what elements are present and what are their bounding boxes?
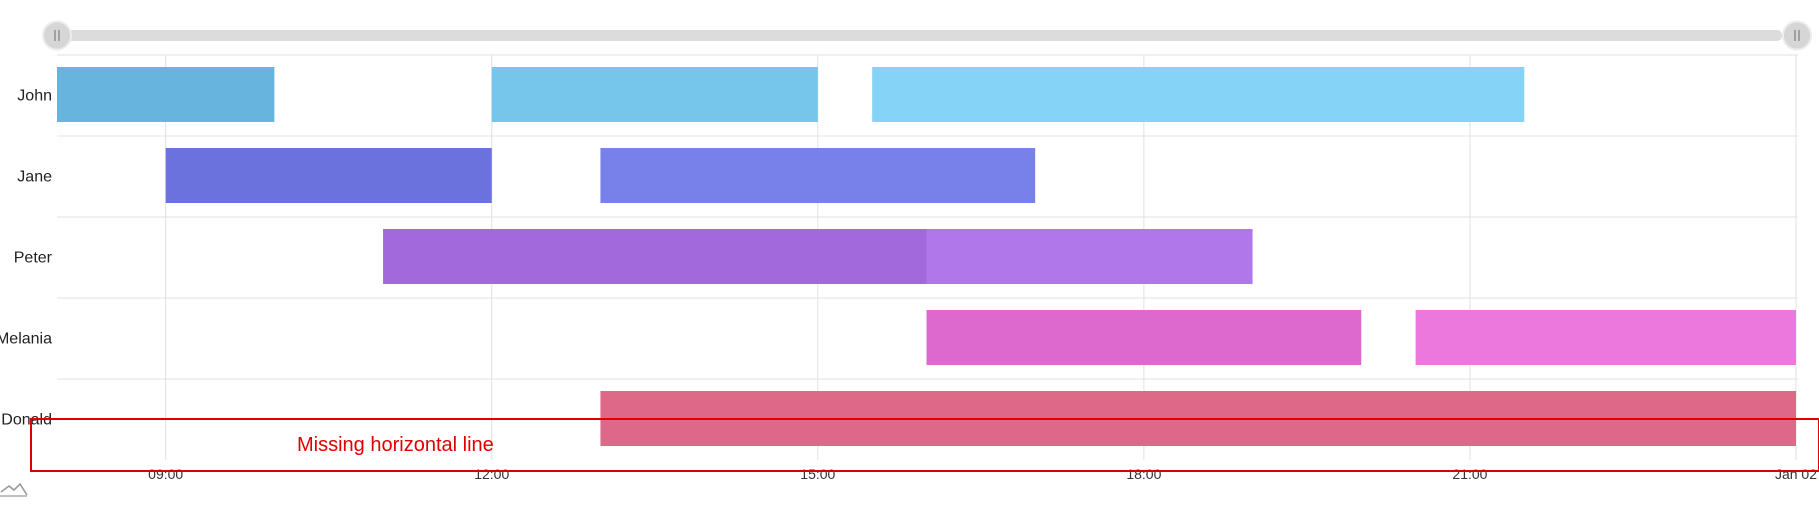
category-label-peter: Peter	[14, 250, 53, 267]
gantt-bar-john-1[interactable]	[491, 67, 818, 122]
x-tick-label-2: 15:00	[800, 466, 835, 482]
x-tick-labels: 09:00 12:00 15:00 18:00 21:00 Jan 02	[148, 466, 1817, 482]
x-tick-label-3: 18:00	[1126, 466, 1161, 482]
horizontal-scrollbar[interactable]	[42, 20, 1812, 51]
annotation-box	[30, 418, 1819, 472]
annotation-text: Missing horizontal line	[297, 434, 494, 456]
gantt-bar-peter-6[interactable]	[926, 229, 1253, 284]
category-label-donald: Donald	[1, 412, 52, 429]
gantt-bar-john-0[interactable]	[57, 67, 275, 122]
category-label-jane: Jane	[17, 169, 52, 186]
annotation: Missing horizontal line	[30, 418, 1819, 472]
scrollbar-track[interactable]	[57, 30, 1782, 41]
x-tick-label-0: 09:00	[148, 466, 183, 482]
gantt-bar-jane-4[interactable]	[600, 148, 1036, 203]
gantt-bar-melania-8[interactable]	[1415, 310, 1796, 365]
gantt-bar-john-2[interactable]	[872, 67, 1525, 122]
category-labels: John Jane Peter Melania Donald	[0, 88, 53, 429]
chart-logo-icon	[0, 482, 28, 497]
gantt-bar-melania-7[interactable]	[926, 310, 1362, 365]
grip-icon	[54, 30, 60, 41]
x-tick-label-4: 21:00	[1452, 466, 1487, 482]
grip-icon	[1794, 30, 1800, 41]
x-tick-label-1: 12:00	[474, 466, 509, 482]
grid-lines	[57, 54, 1798, 460]
scrollbar-right-handle[interactable]	[1782, 20, 1812, 51]
gantt-bar-jane-3[interactable]	[165, 148, 492, 203]
bars	[57, 67, 1796, 446]
gantt-bar-peter-5[interactable]	[383, 229, 927, 284]
category-label-melania: Melania	[0, 331, 52, 348]
category-label-john: John	[17, 88, 52, 105]
x-tick-label-5: Jan 02	[1775, 466, 1817, 482]
scrollbar-left-handle[interactable]	[42, 20, 72, 51]
